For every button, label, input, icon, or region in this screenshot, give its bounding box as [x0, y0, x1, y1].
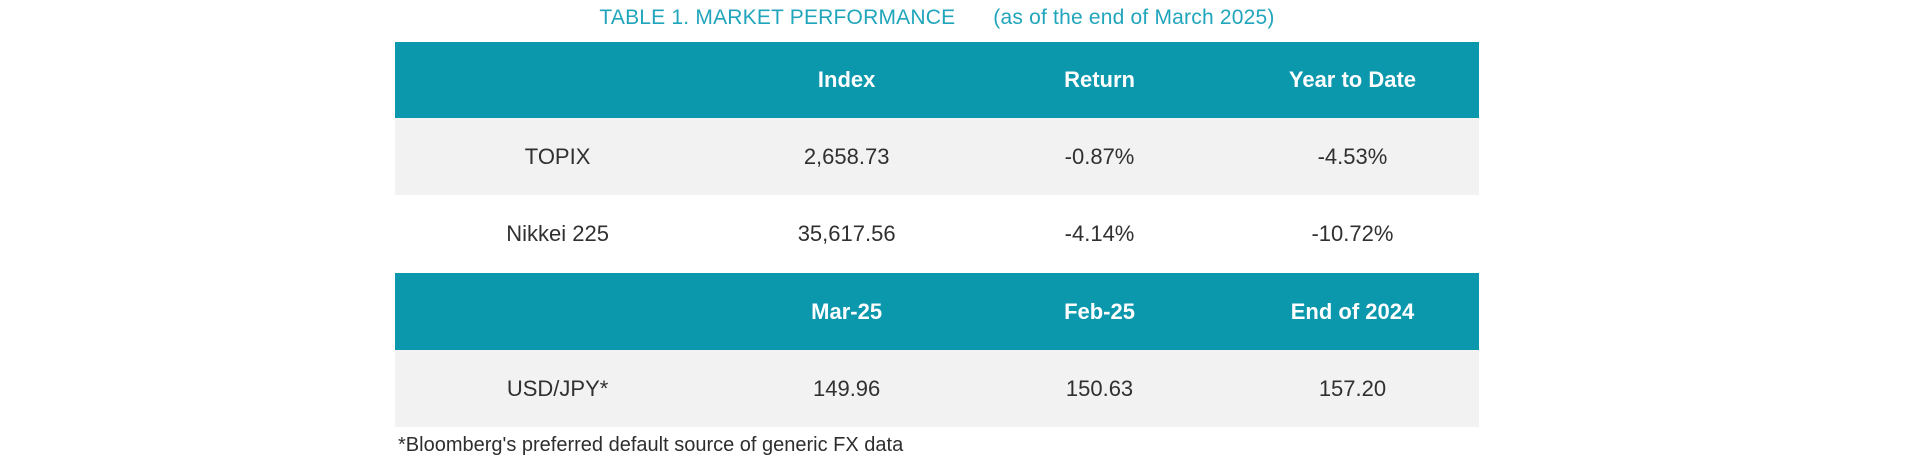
column-header-blank [395, 42, 720, 118]
end-of-2024-value: 157.20 [1318, 375, 1387, 401]
return-value: -4.14% [1064, 221, 1135, 246]
index-value: 35,617.56 [797, 221, 896, 246]
table-row-usdjpy: USD/JPY* 149.96 150.63 157.20 [395, 350, 1479, 427]
ytd-value: -10.72% [1311, 221, 1394, 246]
return-value: -0.87% [1064, 143, 1135, 169]
column-header-return: Return [1064, 67, 1135, 92]
column-header-blank [395, 273, 720, 350]
mar-25-value: 149.96 [812, 375, 881, 401]
column-header-mar-25: Mar-25 [811, 298, 883, 324]
footnote: *Bloomberg's preferred default source of… [398, 434, 904, 456]
index-header-row: Index Return Year to Date [395, 42, 1479, 118]
table-row-nikkei-225: Nikkei 225 35,617.56 -4.14% -10.72% [395, 195, 1479, 273]
column-header-year-to-date: Year to Date [1288, 67, 1417, 92]
market-performance-table: Index Return Year to Date TOPIX 2,658.73… [395, 42, 1479, 427]
fx-header-row: Mar-25 Feb-25 End of 2024 [395, 273, 1479, 350]
table-title: TABLE 1. MARKET PERFORMANCE (as of the en… [395, 6, 1479, 30]
row-label: USD/JPY* [506, 375, 609, 401]
column-header-index: Index [817, 67, 876, 92]
ytd-value: -4.53% [1317, 143, 1388, 169]
row-label: TOPIX [524, 143, 591, 169]
row-label: Nikkei 225 [506, 221, 609, 246]
column-header-end-of-2024: End of 2024 [1290, 298, 1415, 324]
table-row-topix: TOPIX 2,658.73 -0.87% -4.53% [395, 118, 1479, 195]
index-value: 2,658.73 [803, 143, 890, 169]
table-title-main: TABLE 1. MARKET PERFORMANCE [599, 6, 956, 29]
feb-25-value: 150.63 [1065, 375, 1134, 401]
table-title-asof: (as of the end of March 2025) [993, 6, 1275, 29]
column-header-feb-25: Feb-25 [1064, 298, 1135, 324]
